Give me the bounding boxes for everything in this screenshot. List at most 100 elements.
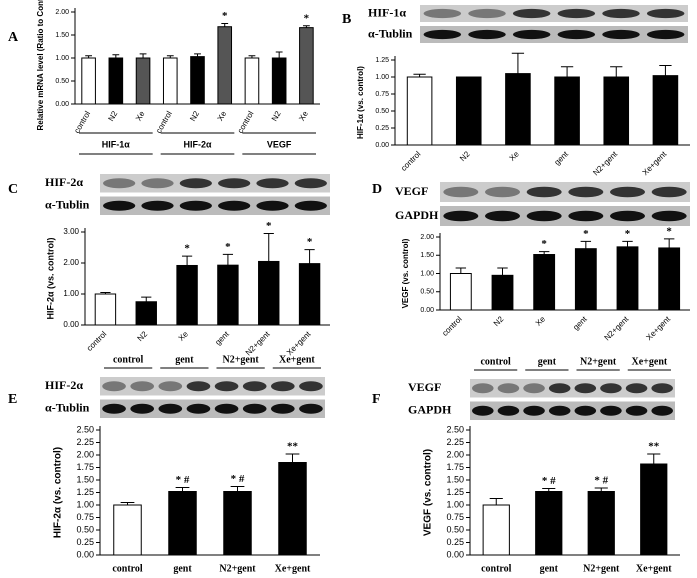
- error-bar: [120, 502, 135, 505]
- bar: [616, 246, 639, 311]
- blot-band: [625, 383, 648, 394]
- blot-band: [610, 186, 645, 198]
- error-bar: [610, 66, 623, 77]
- x-tick-label: Xe: [297, 109, 310, 122]
- blot-band: [271, 403, 295, 414]
- y-tick-label: 0.50: [420, 289, 434, 296]
- y-tick-label: 0.00: [446, 549, 464, 559]
- blot-band: [294, 178, 327, 189]
- blot-band: [651, 383, 673, 394]
- y-tick-label: 2.25: [446, 437, 464, 447]
- blot-band: [186, 381, 211, 392]
- blot-band: [526, 186, 562, 198]
- blot-band: [472, 405, 494, 416]
- y-tick-label: 1.00: [76, 499, 94, 509]
- y-tick-label: 1.00: [420, 270, 434, 277]
- x-tick-label: gent: [540, 563, 559, 574]
- y-tick-label: 0.00: [375, 142, 389, 149]
- panel-label: E: [8, 392, 17, 407]
- x-tick-label: control: [440, 314, 464, 338]
- bar: [603, 76, 630, 146]
- bar: [190, 56, 205, 105]
- y-tick-label: 0.00: [55, 101, 69, 108]
- error-bar: [275, 51, 283, 58]
- bar: [298, 263, 321, 326]
- y-axis-title: Relative mRNA level (Ratio to Control): [36, 0, 45, 131]
- y-tick-label: 2.00: [420, 234, 434, 241]
- error-bar: [222, 253, 234, 266]
- blot-band: [242, 403, 267, 414]
- bar: [135, 301, 157, 326]
- y-tick-label: 1.50: [420, 252, 434, 259]
- x-tick-label: N2: [188, 109, 201, 123]
- significance-label: *: [583, 228, 589, 240]
- y-tick-label: 1.00: [375, 74, 389, 81]
- error-bar: [455, 267, 467, 274]
- blot-column-label: control: [480, 356, 511, 367]
- significance-label: * #: [542, 475, 556, 487]
- blot-band: [602, 29, 640, 40]
- error-bar: [538, 251, 550, 255]
- group-label: HIF-1α: [102, 139, 131, 149]
- blot-band: [497, 383, 520, 394]
- blot-band: [158, 381, 183, 392]
- x-tick-label: Xe: [134, 109, 147, 122]
- blot-band: [600, 383, 622, 394]
- blot-band: [574, 405, 597, 416]
- x-tick-label: Xe: [508, 149, 522, 163]
- blot-band: [218, 178, 251, 189]
- error-bar: [221, 23, 229, 27]
- blot-band: [214, 381, 239, 392]
- significance-label: * #: [176, 474, 190, 486]
- blot-label: GAPDH: [408, 403, 452, 417]
- bar: [217, 264, 239, 326]
- blot-band: [158, 403, 183, 414]
- blot-band: [256, 200, 289, 211]
- x-tick-label: gent: [213, 329, 231, 347]
- bar: [482, 504, 510, 556]
- blot-band: [103, 200, 136, 211]
- x-tick-label: N2+gent: [591, 149, 619, 177]
- blot-column-label: control: [113, 354, 144, 365]
- x-tick-label: control: [112, 563, 143, 574]
- y-tick-label: 2.00: [63, 258, 79, 267]
- blot-band: [548, 405, 571, 416]
- bar: [113, 504, 142, 556]
- x-tick-label: Xe+gent: [644, 314, 672, 342]
- blot-band: [574, 383, 597, 394]
- bar: [108, 57, 124, 105]
- bar: [162, 57, 178, 105]
- blot-band: [548, 383, 571, 394]
- error-bar: [139, 53, 147, 58]
- blot-label: α-Tublin: [368, 26, 413, 40]
- bar: [455, 76, 482, 146]
- blot-band: [523, 383, 545, 394]
- blot-band: [625, 405, 648, 416]
- significance-label: *: [625, 228, 631, 240]
- x-tick-label: Xe: [534, 314, 548, 328]
- bar: [505, 73, 531, 146]
- x-tick-label: gent: [173, 563, 192, 574]
- x-tick-label: gent: [553, 149, 571, 167]
- error-bar: [647, 453, 661, 464]
- error-bar: [594, 487, 608, 492]
- error-bar: [141, 296, 152, 302]
- y-tick-label: 2.50: [76, 424, 94, 434]
- blot-band: [468, 29, 506, 40]
- blot-label: HIF-2α: [45, 175, 83, 189]
- significance-label: *: [266, 220, 272, 232]
- significance-label: *: [222, 10, 228, 22]
- blot-strip: [470, 379, 675, 398]
- error-bar: [542, 488, 556, 492]
- significance-label: *: [304, 12, 310, 24]
- significance-label: *: [225, 241, 231, 253]
- blot-band: [443, 210, 479, 222]
- bar: [217, 26, 233, 105]
- x-tick-label: control: [154, 109, 174, 134]
- blot-band: [130, 403, 154, 414]
- blot-band: [646, 8, 685, 19]
- y-tick-label: 1.25: [76, 487, 94, 497]
- x-tick-label: Xe+gent: [285, 329, 313, 357]
- y-tick-label: 1.75: [446, 462, 464, 472]
